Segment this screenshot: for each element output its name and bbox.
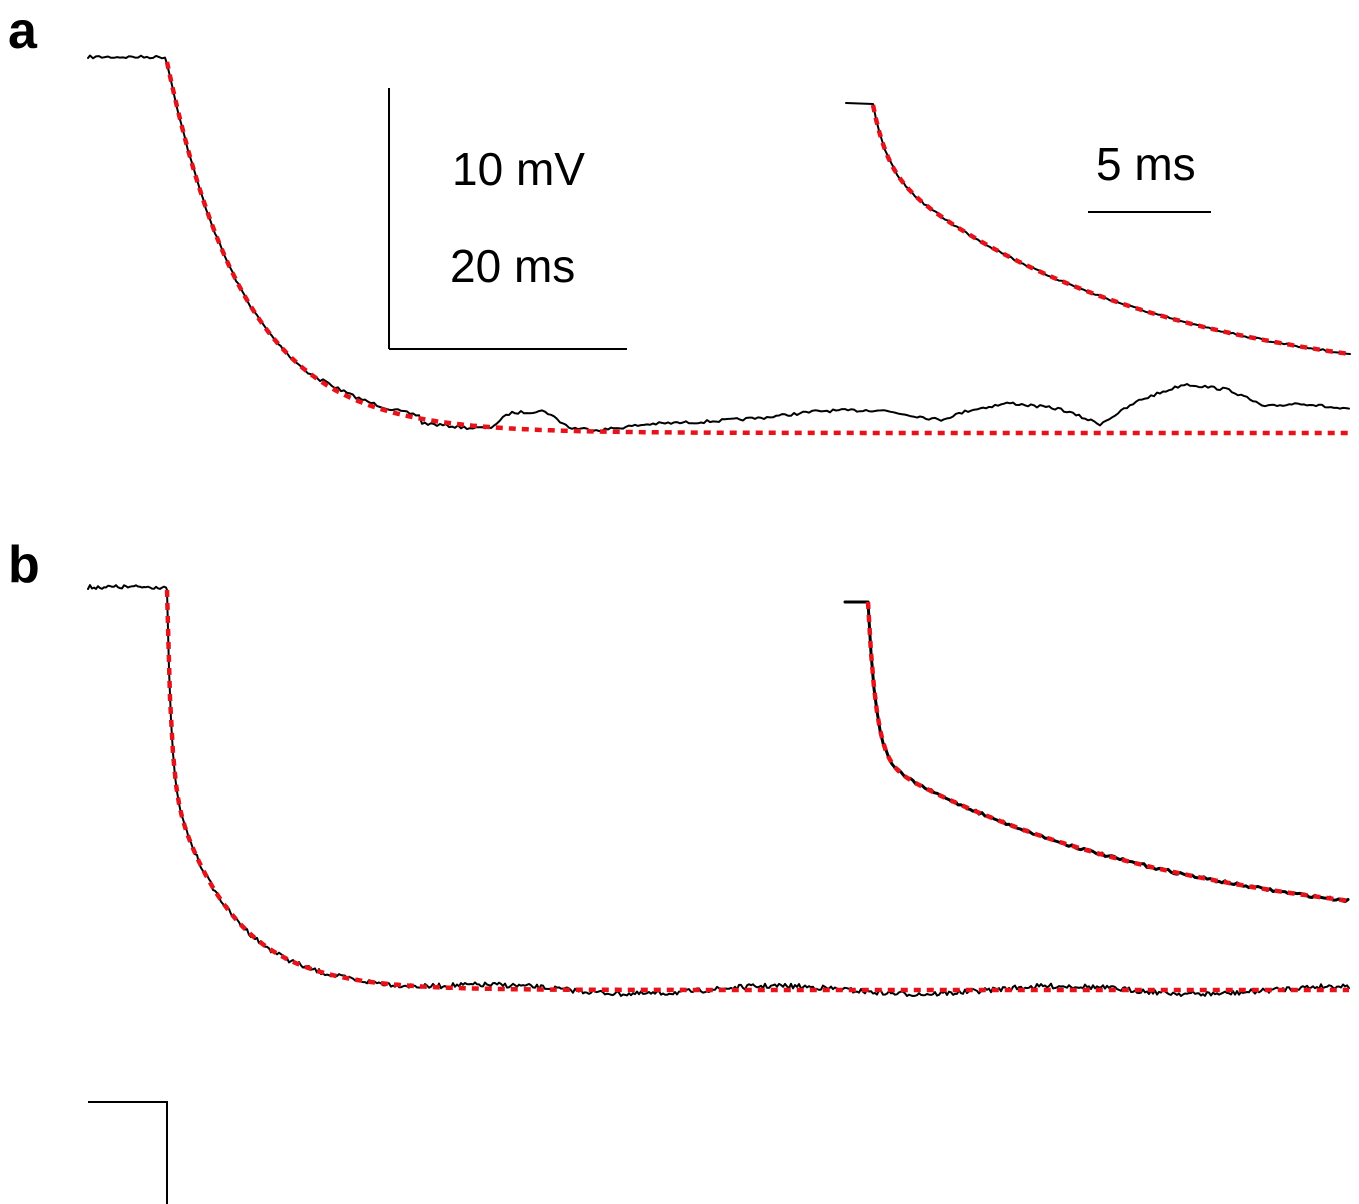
panel-b-inset-exponential-fit <box>865 601 1349 903</box>
scale-label-time: 20 ms <box>450 240 575 292</box>
main-scale-bar: 10 mV 20 ms <box>388 88 627 350</box>
panel-a-recorded-trace <box>87 54 1350 432</box>
panel-a-exponential-fit <box>164 61 1349 436</box>
panel-label-b: b <box>8 536 40 594</box>
scale-label-voltage: 10 mV <box>452 143 585 195</box>
panel-b-inset-recorded-trace <box>843 600 1350 904</box>
stimulus-step-trace <box>88 1101 168 1204</box>
inset-scale-label-time: 5 ms <box>1096 138 1196 190</box>
panel-b-plot <box>87 584 1350 997</box>
panel-a-plot <box>87 54 1351 436</box>
inset-scale-bar: 5 ms <box>1088 138 1211 213</box>
panel-label-a: a <box>8 2 38 60</box>
panel-b-exponential-fit <box>164 589 1349 993</box>
panel-b-recorded-trace <box>87 584 1350 997</box>
panel-a-inset-exponential-fit <box>870 104 1351 357</box>
